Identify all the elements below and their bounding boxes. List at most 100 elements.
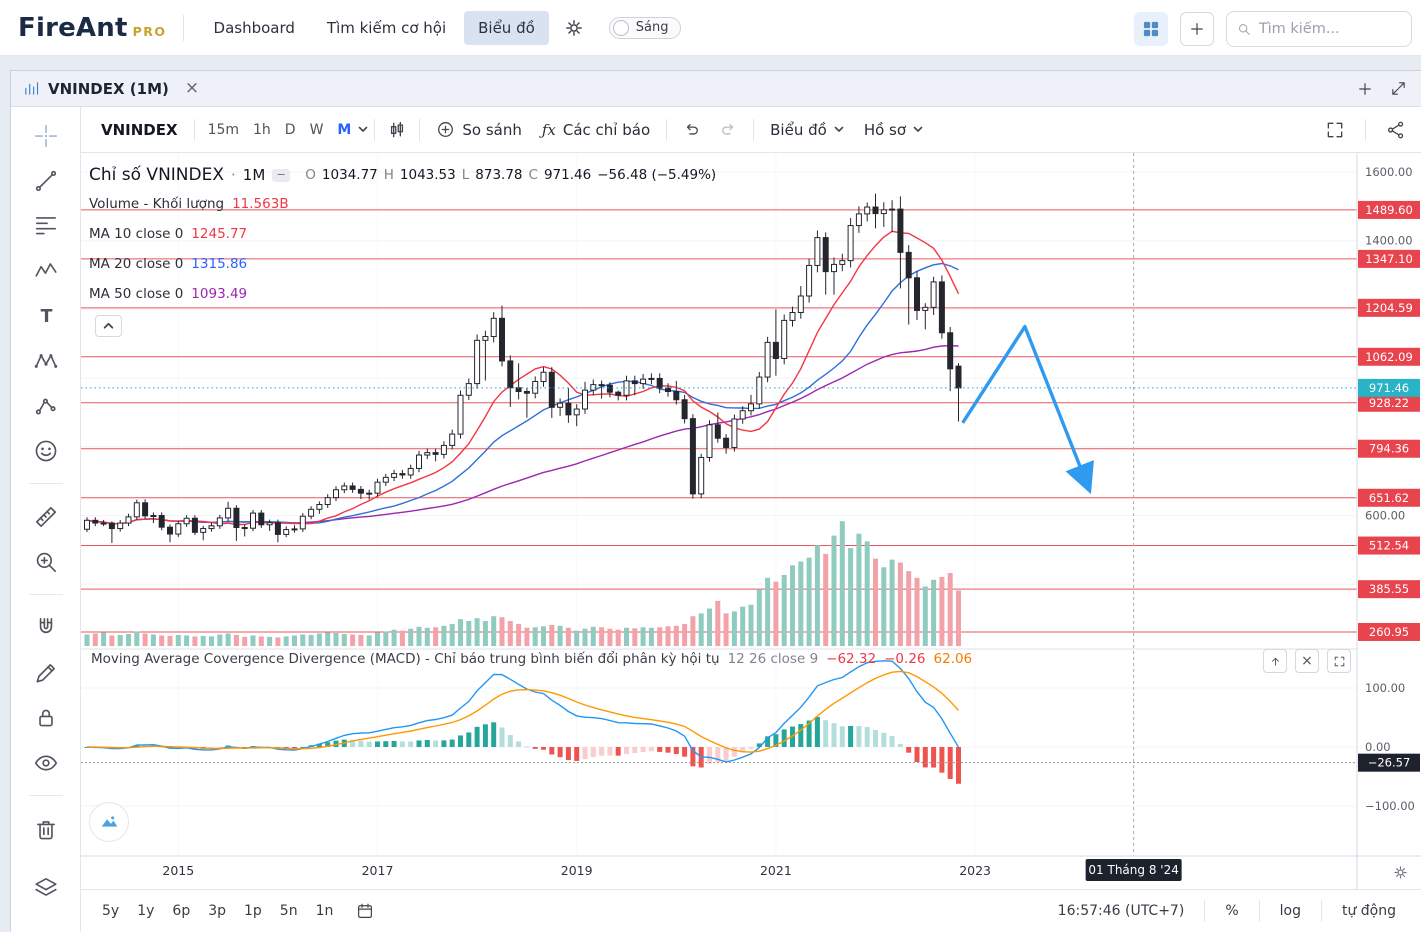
redo-button[interactable] (710, 120, 747, 139)
maximize-icon (1334, 656, 1344, 666)
percent-scale-button[interactable]: % (1225, 903, 1239, 919)
chevron-up-icon (103, 322, 114, 329)
candle-style-button[interactable] (381, 120, 413, 140)
top-navbar: FireAnt PRO Dashboard Tìm kiếm cơ hội Bi… (0, 0, 1421, 56)
tool-xabcd-pattern[interactable] (11, 338, 81, 383)
tool-draw[interactable] (11, 650, 81, 695)
timeframe-day[interactable]: D (284, 121, 296, 138)
svg-text:2023: 2023 (959, 863, 991, 878)
widget-tabbar: VNINDEX (1M) × (11, 71, 1421, 107)
ma50-legend-row[interactable]: MA 50 close 0 1093.49 (89, 279, 716, 309)
fullscreen-button[interactable] (1325, 120, 1345, 140)
svg-text:600.00: 600.00 (1365, 509, 1405, 523)
tool-crosshair[interactable] (11, 113, 81, 158)
macd-title: Moving Average Covergence Divergence (MA… (91, 651, 720, 667)
settings-button[interactable] (563, 17, 585, 39)
range-6m[interactable]: 6p (172, 903, 191, 919)
popout-button[interactable] (1390, 80, 1407, 97)
svg-text:512.54: 512.54 (1369, 539, 1409, 553)
range-1m[interactable]: 1p (244, 903, 262, 919)
draw-pencil-icon (36, 663, 55, 682)
tool-ruler[interactable] (11, 494, 81, 539)
macd-close-button[interactable]: × (1295, 649, 1319, 673)
tool-hide-drawings[interactable] (11, 740, 81, 785)
chart-watermark-logo[interactable] (89, 802, 129, 842)
legend-collapse-button[interactable] (95, 315, 122, 337)
range-1d[interactable]: 1n (315, 903, 334, 919)
tabbar-right (1356, 80, 1409, 98)
magnet-icon (39, 617, 52, 633)
indicators-button[interactable]: ƒx Các chỉ báo (532, 117, 660, 143)
compare-button[interactable]: So sánh (426, 116, 532, 143)
profile-menu[interactable]: Hồ sơ (854, 117, 933, 143)
ma50-value: 1093.49 (191, 286, 248, 302)
legend-symbol-title[interactable]: Chỉ số VNINDEX (89, 165, 224, 185)
nav-item-dashboard[interactable]: Dashboard (213, 18, 295, 37)
new-tab-button[interactable] (1356, 80, 1374, 98)
go-to-date-button[interactable] (356, 902, 374, 920)
ma20-legend-row[interactable]: MA 20 close 0 1315.86 (89, 249, 716, 279)
svg-text:2017: 2017 (362, 863, 394, 878)
compare-label: So sánh (462, 120, 522, 139)
tool-forecast[interactable] (11, 383, 81, 428)
undo-icon (687, 123, 698, 135)
range-5y[interactable]: 5y (102, 903, 120, 919)
timeframe-15m[interactable]: 15m (207, 121, 240, 138)
range-5d[interactable]: 5n (279, 903, 298, 919)
undo-button[interactable] (673, 120, 710, 139)
apps-grid-button[interactable] (1134, 12, 1168, 46)
svg-text:2015: 2015 (162, 863, 194, 878)
ruler-icon (35, 506, 56, 527)
nav-item-opportunity-search[interactable]: Tìm kiếm cơ hội (326, 18, 447, 37)
search-input[interactable] (1258, 21, 1401, 37)
tool-remove-drawings[interactable] (11, 806, 81, 851)
close-label: C (528, 167, 538, 183)
macd-maximize-button[interactable] (1327, 649, 1351, 673)
auto-scale-button[interactable]: tự động (1341, 903, 1396, 919)
tool-fib-retracement[interactable] (11, 203, 81, 248)
range-3m[interactable]: 3p (208, 903, 226, 919)
tool-text[interactable]: T (11, 293, 81, 338)
zoom-in-icon (36, 552, 56, 572)
elliott-wave-icon (34, 262, 57, 277)
timeframe-week[interactable]: W (309, 121, 324, 138)
tool-lock[interactable] (11, 695, 81, 740)
tab-vnindex[interactable]: VNINDEX (1M) × (23, 80, 199, 98)
timeframe-month[interactable]: M (337, 121, 352, 138)
chart-canvas[interactable]: 1600.00 1400.00 600.00 100.00 0.00 −100.00 148… (81, 153, 1421, 889)
timeframe-menu-button[interactable] (358, 126, 368, 133)
tool-elliott-wave[interactable] (11, 248, 81, 293)
tool-object-tree[interactable] (11, 865, 81, 910)
log-scale-button[interactable]: log (1279, 903, 1301, 919)
tool-zoom-in[interactable] (11, 539, 81, 584)
symbol-button[interactable]: VNINDEX (101, 120, 178, 139)
fx-icon: ƒx (541, 120, 556, 139)
ma10-legend-row[interactable]: MA 10 close 0 1245.77 (89, 219, 716, 249)
clock-label[interactable]: 16:57:46 (UTC+7) (1057, 903, 1185, 919)
legend-collapse-pill[interactable]: − (272, 168, 291, 182)
nav-item-charts[interactable]: Biểu đồ (464, 10, 549, 45)
timeframe-1h[interactable]: 1h (253, 121, 271, 138)
axis-settings-button[interactable] (1389, 861, 1411, 883)
lock-icon (38, 709, 53, 726)
macd-pane-buttons: × (1263, 649, 1351, 673)
add-widget-button[interactable] (1180, 12, 1214, 46)
tool-trend-line[interactable] (11, 158, 81, 203)
chart-type-menu[interactable]: Biểu đồ (760, 117, 854, 143)
theme-toggle[interactable]: Sáng (608, 16, 681, 39)
svg-text:2019: 2019 (561, 863, 593, 878)
share-button[interactable] (1386, 120, 1406, 140)
tool-magnet[interactable] (11, 605, 81, 650)
svg-text:T: T (40, 306, 52, 326)
range-1y[interactable]: 1y (137, 903, 155, 919)
svg-text:1400.00: 1400.00 (1365, 234, 1413, 248)
tab-close-icon[interactable]: × (184, 78, 200, 98)
volume-legend-row[interactable]: Volume - Khối lượng 11.563B (89, 189, 716, 219)
brand-logo[interactable]: FireAnt PRO (18, 13, 167, 43)
svg-text:385.55: 385.55 (1369, 582, 1409, 596)
global-search[interactable] (1226, 11, 1412, 47)
legend-title-row: Chỉ số VNINDEX · 1M − O 1034.77 H 1043.53 … (89, 161, 716, 189)
macd-legend[interactable]: Moving Average Covergence Divergence (MA… (91, 651, 972, 667)
macd-move-up-button[interactable] (1263, 649, 1287, 673)
tool-emoji[interactable] (11, 428, 81, 473)
